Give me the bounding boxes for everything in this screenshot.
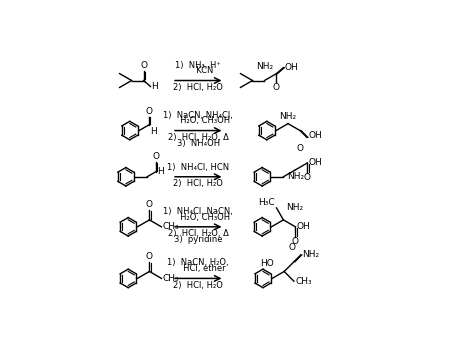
Text: KCN: KCN (183, 66, 213, 75)
Text: O: O (289, 243, 296, 252)
Text: O: O (297, 144, 303, 153)
Text: OH: OH (309, 158, 323, 167)
Text: HO: HO (261, 259, 274, 268)
Text: OH: OH (309, 131, 322, 140)
Text: NH₂: NH₂ (280, 112, 297, 121)
Text: 2)  HCl, H₂O, Δ: 2) HCl, H₂O, Δ (168, 229, 228, 238)
Text: 2)  HCl, H₂O: 2) HCl, H₂O (173, 281, 223, 290)
Text: 1)  NH₄Cl, NaCN,: 1) NH₄Cl, NaCN, (164, 207, 233, 216)
Text: O: O (304, 174, 311, 182)
Text: H: H (157, 167, 164, 176)
Text: H: H (151, 82, 158, 91)
Text: NH₂: NH₂ (287, 172, 304, 181)
Text: H₂O, CH₃OH: H₂O, CH₃OH (167, 117, 230, 125)
Text: O: O (152, 152, 159, 162)
Text: 3)  NH₄OH: 3) NH₄OH (177, 139, 220, 148)
Text: NH₂: NH₂ (286, 203, 303, 212)
Text: CH₃: CH₃ (163, 222, 180, 231)
Text: O: O (140, 61, 147, 70)
Text: O: O (146, 200, 153, 209)
Text: H₂O, CH₃OH: H₂O, CH₃OH (167, 213, 230, 222)
Text: 1)  NH₄Cl, HCN: 1) NH₄Cl, HCN (167, 163, 229, 172)
Text: CH₃: CH₃ (163, 274, 180, 283)
Text: H: H (150, 127, 157, 135)
Text: OH: OH (297, 222, 311, 231)
Text: 1)  NH₃, H⁺: 1) NH₃, H⁺ (175, 61, 221, 70)
Text: NH₂: NH₂ (256, 62, 273, 71)
Text: 2)  HCl, H₂O, Δ: 2) HCl, H₂O, Δ (168, 133, 228, 142)
Text: O: O (292, 237, 299, 246)
Text: O: O (146, 252, 153, 261)
Text: 3)  pyridine: 3) pyridine (174, 235, 222, 244)
Text: OH: OH (285, 63, 299, 72)
Text: 2)  HCl, H₂O: 2) HCl, H₂O (173, 83, 223, 92)
Text: 1)  NaCN, H₂O,: 1) NaCN, H₂O, (167, 258, 229, 268)
Text: H₃C: H₃C (258, 198, 275, 207)
Text: O: O (145, 107, 152, 116)
Text: O: O (273, 83, 280, 92)
Text: 2)  HCl, H₂O: 2) HCl, H₂O (173, 179, 223, 188)
Text: HCl, ether: HCl, ether (171, 264, 226, 273)
Text: CH₃: CH₃ (295, 277, 312, 286)
Text: 1)  NaCN, NH₄Cl,: 1) NaCN, NH₄Cl, (164, 111, 233, 119)
Text: NH₂: NH₂ (302, 250, 319, 259)
